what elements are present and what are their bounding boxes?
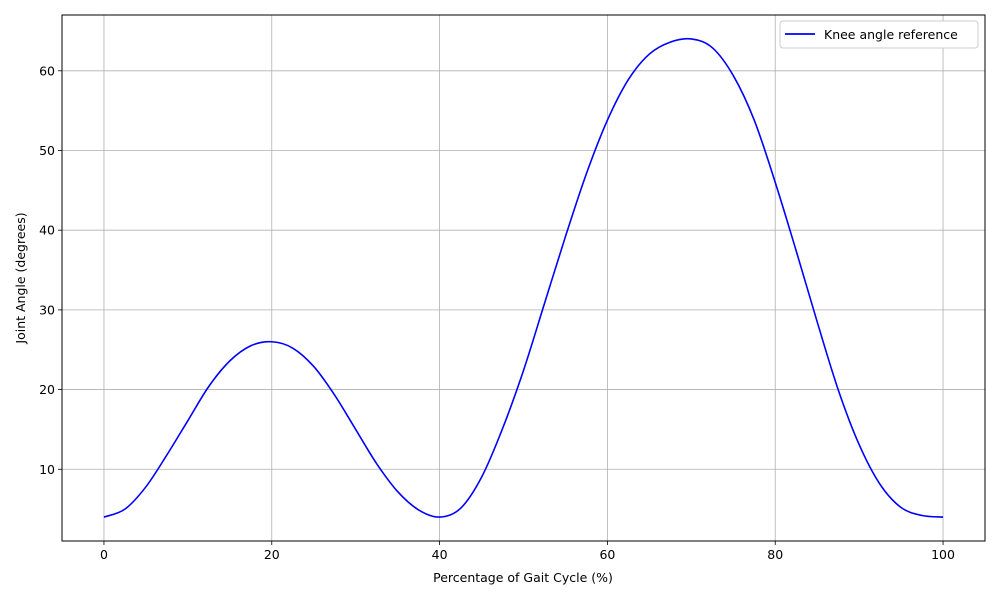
y-tick-label: 30 — [39, 302, 55, 317]
y-tick-label: 20 — [39, 382, 55, 397]
legend-box — [779, 20, 979, 49]
y-tick-label: 10 — [39, 462, 55, 477]
x-tick-label: 80 — [767, 547, 783, 562]
legend: Knee angle reference — [779, 20, 979, 49]
x-tick-label: 40 — [432, 547, 448, 562]
y-axis-label: Joint Angle (degrees) — [13, 212, 28, 344]
x-tick-label: 20 — [264, 547, 280, 562]
grid — [62, 15, 985, 541]
y-tick-label: 50 — [39, 143, 55, 158]
line-layer — [103, 37, 944, 518]
y-tick-label: 40 — [39, 223, 55, 238]
x-tick-label: 0 — [100, 547, 108, 562]
x-axis-label: Percentage of Gait Cycle (%) — [433, 570, 613, 585]
y-axis-ticks: 10 20 30 40 50 60 — [39, 63, 62, 477]
x-tick-label: 60 — [599, 547, 615, 562]
y-tick-label: 60 — [39, 63, 55, 78]
plot-frame — [61, 14, 986, 542]
legend-label-knee-angle: Knee angle reference — [824, 27, 958, 42]
x-axis-ticks: 0 20 40 60 80 100 — [100, 541, 955, 562]
x-tick-label: 100 — [931, 547, 955, 562]
series-line-knee-angle — [103, 37, 944, 518]
